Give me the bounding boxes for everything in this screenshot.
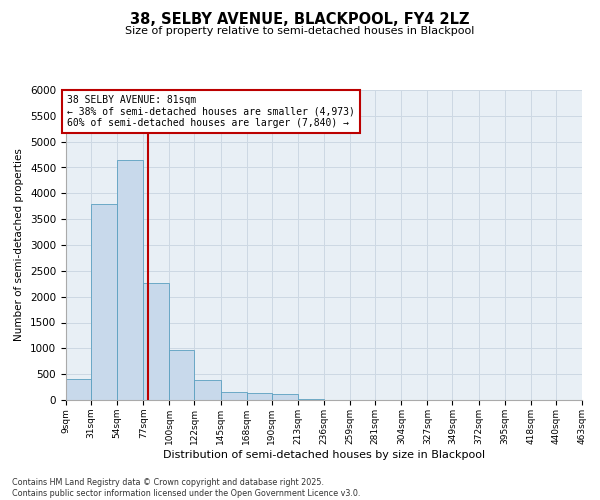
Bar bbox=[247, 394, 272, 400]
Y-axis label: Number of semi-detached properties: Number of semi-detached properties bbox=[14, 148, 25, 342]
Text: Size of property relative to semi-detached houses in Blackpool: Size of property relative to semi-detach… bbox=[125, 26, 475, 36]
Bar bbox=[272, 394, 298, 400]
Bar bbox=[221, 392, 247, 400]
Bar bbox=[66, 380, 91, 400]
Bar bbox=[143, 282, 169, 400]
Bar bbox=[194, 380, 221, 400]
Text: 38 SELBY AVENUE: 81sqm
← 38% of semi-detached houses are smaller (4,973)
60% of : 38 SELBY AVENUE: 81sqm ← 38% of semi-det… bbox=[67, 95, 355, 128]
Bar bbox=[298, 399, 324, 400]
X-axis label: Distribution of semi-detached houses by size in Blackpool: Distribution of semi-detached houses by … bbox=[163, 450, 485, 460]
Bar bbox=[117, 160, 143, 400]
Text: 38, SELBY AVENUE, BLACKPOOL, FY4 2LZ: 38, SELBY AVENUE, BLACKPOOL, FY4 2LZ bbox=[130, 12, 470, 28]
Bar bbox=[169, 350, 194, 400]
Bar bbox=[91, 204, 117, 400]
Text: Contains HM Land Registry data © Crown copyright and database right 2025.
Contai: Contains HM Land Registry data © Crown c… bbox=[12, 478, 361, 498]
